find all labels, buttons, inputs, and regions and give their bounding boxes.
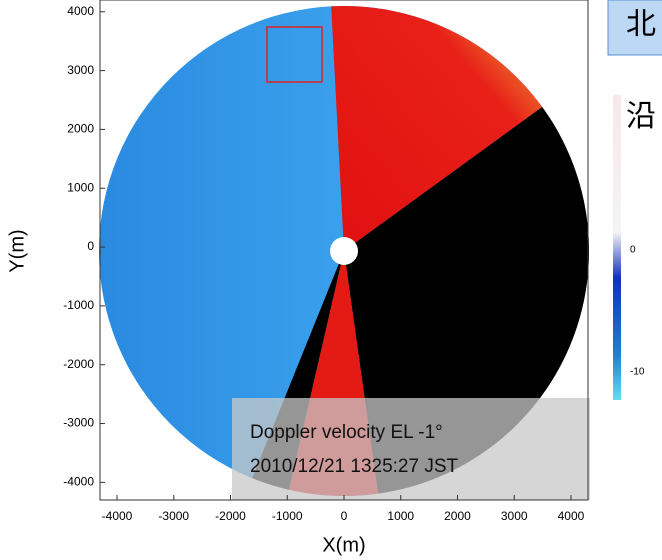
colorbar-tick-label: -10 — [630, 367, 645, 378]
x-tick-label: 3000 — [501, 509, 528, 523]
x-tick-label: 0 — [341, 509, 348, 523]
x-tick-label: 1000 — [387, 509, 414, 523]
side-text: 沿 — [626, 100, 656, 133]
y-tick-label: 2000 — [67, 122, 94, 136]
x-tick-label: -4000 — [102, 509, 133, 523]
annotation: Doppler velocity EL -1° — [250, 422, 443, 443]
y-tick-label: 0 — [87, 239, 94, 253]
annotation: 2010/12/21 1325:27 JST — [250, 456, 459, 477]
y-tick-label: 4000 — [67, 4, 94, 18]
radar-sector — [331, 6, 543, 252]
y-tick-label: -1000 — [63, 298, 94, 312]
radar-sector — [344, 106, 589, 494]
title-box — [607, 0, 662, 56]
y-tick-label: -2000 — [63, 357, 94, 371]
colorbar — [613, 95, 621, 400]
colorbar-tick-label: 0 — [630, 245, 636, 256]
y-axis-label: Y(m) — [6, 229, 28, 272]
x-tick-label: -1000 — [272, 509, 303, 523]
side-text: 北 — [626, 8, 656, 41]
x-tick-label: -3000 — [158, 509, 189, 523]
y-tick-label: -3000 — [63, 416, 94, 430]
highlight-box — [266, 26, 323, 83]
x-tick-label: 4000 — [558, 509, 585, 523]
x-tick-label: 2000 — [444, 509, 471, 523]
x-tick-label: -2000 — [215, 509, 246, 523]
radar-center — [330, 237, 358, 265]
annotation-box — [232, 398, 590, 500]
x-axis-label: X(m) — [322, 534, 365, 556]
y-tick-label: 1000 — [67, 180, 94, 194]
y-tick-label: -4000 — [63, 475, 94, 489]
y-tick-label: 3000 — [67, 63, 94, 77]
